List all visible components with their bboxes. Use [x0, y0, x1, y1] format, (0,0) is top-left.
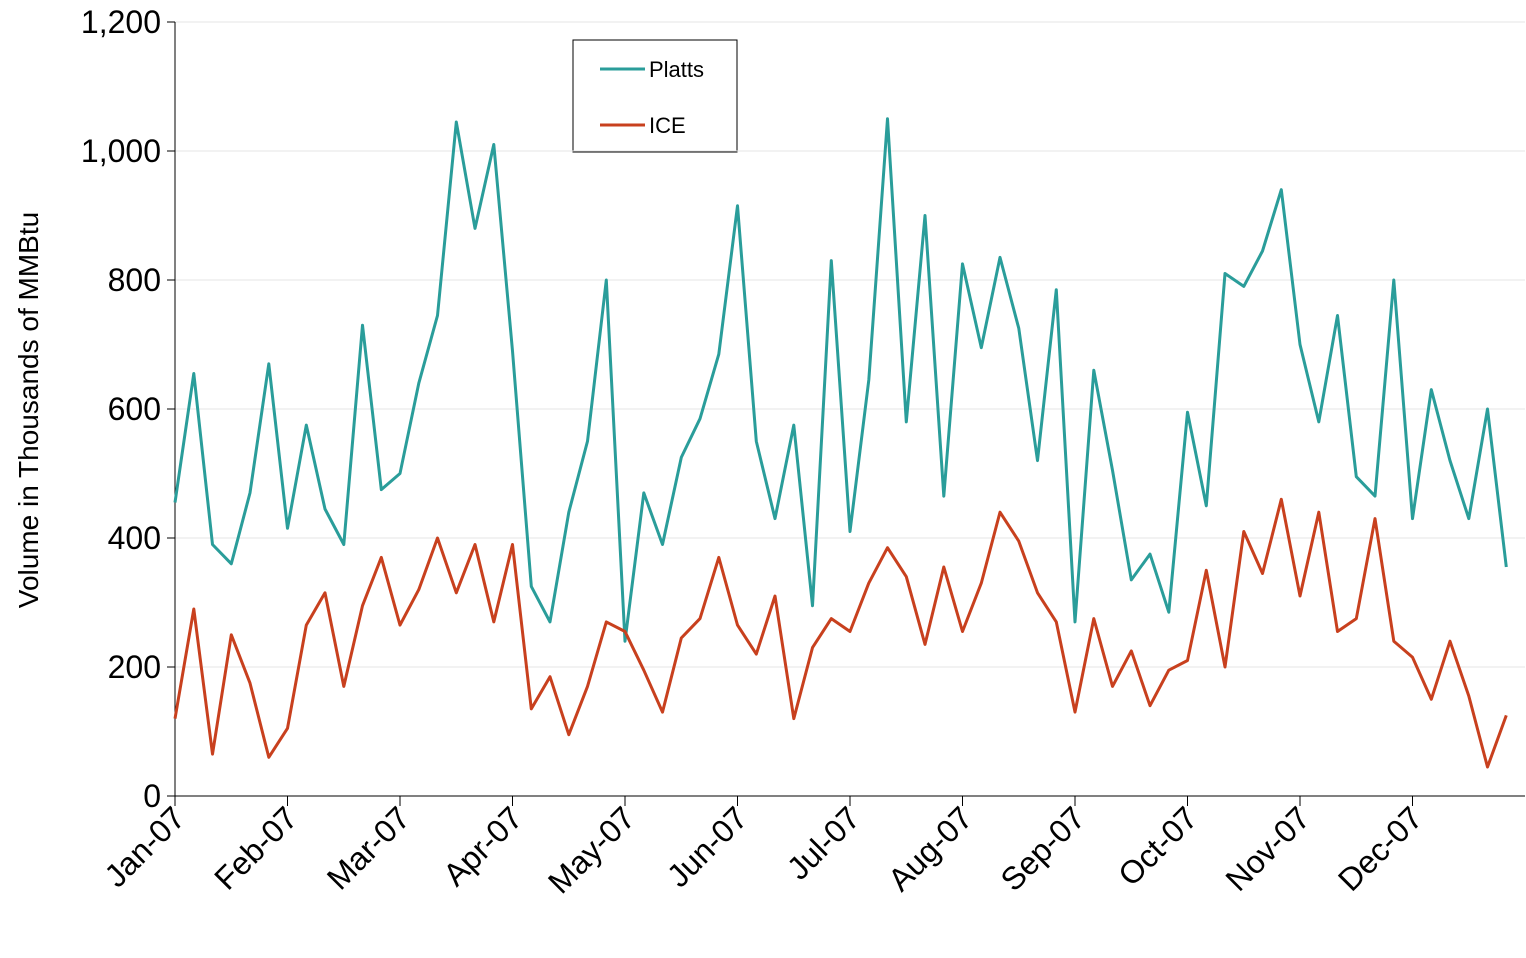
data-line — [173, 497, 1508, 769]
x-tick-label: Dec-07 — [1331, 799, 1429, 897]
y-tick-label: 800 — [108, 262, 161, 298]
y-tick-label: 1,000 — [81, 133, 161, 169]
x-tick-label: Oct-07 — [1111, 799, 1204, 892]
x-tick-label: Jul-07 — [780, 799, 867, 886]
y-tick-label: 400 — [108, 520, 161, 556]
legend-label: Platts — [649, 57, 704, 82]
legend-box — [572, 39, 738, 153]
y-axis-label: Volume in Thousands of MMBtu — [13, 212, 44, 608]
x-tick-label: Nov-07 — [1219, 799, 1317, 897]
x-tick-label: Sep-07 — [994, 799, 1092, 897]
x-tick-label: Jun-07 — [660, 799, 755, 894]
x-tick-label: Aug-07 — [881, 799, 979, 897]
y-tick-label: 0 — [143, 778, 161, 814]
y-tick-label: 1,200 — [81, 4, 161, 40]
x-tick-label: Feb-07 — [207, 799, 304, 896]
y-tick-label: 600 — [108, 391, 161, 427]
x-tick-label: Mar-07 — [320, 799, 417, 896]
x-tick-label: May-07 — [541, 799, 642, 900]
x-tick-label: Apr-07 — [436, 799, 529, 892]
y-tick-label: 200 — [108, 649, 161, 685]
legend-label: ICE — [649, 113, 686, 138]
data-line — [173, 117, 1508, 643]
